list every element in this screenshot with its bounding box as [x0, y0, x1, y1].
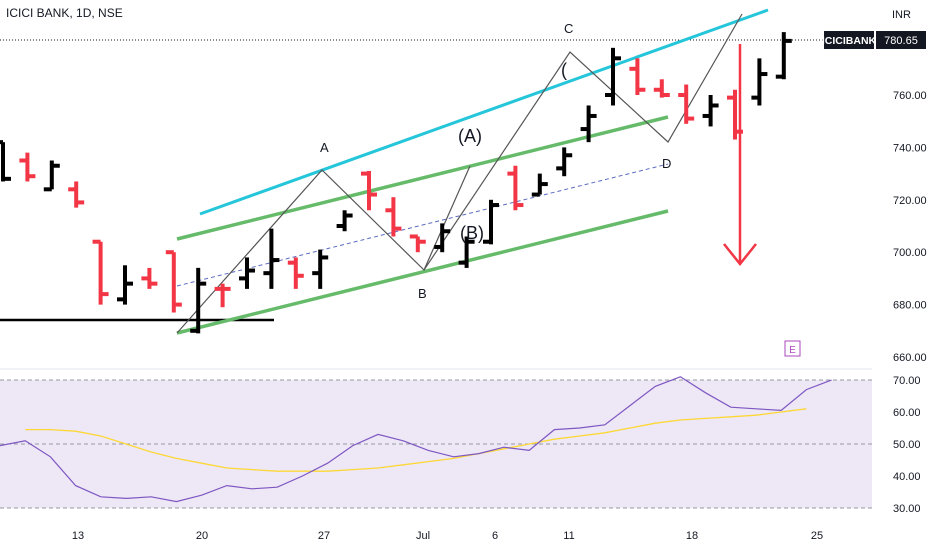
middle-channel-line: [176, 115, 669, 241]
rsi-tick: 70.00: [893, 375, 921, 387]
ohlc-bar: [287, 257, 304, 289]
ohlc-bar: [385, 197, 402, 237]
event-badge[interactable]: [784, 340, 801, 357]
ohlc-bar: [312, 249, 329, 289]
ohlc-bar: [92, 239, 109, 305]
rsi-tick: 40.00: [893, 471, 921, 483]
ohlc-bar: [361, 170, 377, 211]
ohlc-bar: [531, 173, 548, 197]
symbol-tag: [824, 31, 874, 49]
time-tick: 13: [72, 530, 84, 542]
ohlc-bar: [629, 58, 646, 95]
down-arrow-head-icon: [723, 243, 757, 267]
rsi-tick: 30.00: [893, 503, 921, 515]
last-price-tag: [876, 31, 926, 49]
price-tick: 680.00: [893, 300, 927, 312]
ohlc-bar: [702, 95, 719, 127]
ohlc-bar: [507, 165, 524, 211]
ohlc-bar: [190, 267, 207, 334]
wave-label-a: A: [320, 140, 329, 155]
currency-label: INR: [892, 9, 911, 21]
time-tick: 11: [563, 530, 574, 542]
ohlc-bar: [336, 210, 353, 232]
ohlc-bar: [239, 257, 255, 289]
wave-label-paren-a: (A): [458, 126, 482, 146]
price-tick: 760.00: [893, 90, 927, 102]
last-price-value: 780.65: [884, 35, 918, 47]
rsi-tick: 60.00: [893, 407, 921, 419]
ohlc-bar: [214, 283, 231, 308]
ohlc-bar: [605, 47, 621, 106]
ohlc-bar: [580, 105, 597, 143]
ohlc-bar: [556, 147, 573, 177]
wave-path: [176, 13, 743, 334]
wave-label-paren-c: (: [561, 60, 567, 80]
ohlc-bar: [68, 181, 85, 208]
upper-channel-line: [199, 8, 769, 216]
wave-label-c: C: [564, 21, 573, 36]
wave-label-b: B: [418, 286, 427, 301]
chart-title: ICICI BANK, 1D, NSE: [6, 6, 123, 20]
price-tick: 740.00: [893, 142, 927, 154]
ohlc-bar: [43, 160, 60, 192]
wave-label-paren-b: (B): [460, 223, 484, 243]
ohlc-bar: [751, 58, 768, 106]
lower-channel-line: [176, 209, 669, 335]
ohlc-bar: [117, 265, 133, 305]
time-tick: 25: [811, 530, 823, 542]
price-tick: 700.00: [893, 247, 927, 259]
ohlc-bar: [141, 267, 158, 289]
event-badge-label: E: [789, 345, 796, 356]
channel-median-line: [176, 163, 669, 287]
price-tick: 720.00: [893, 195, 927, 207]
ohlc-bar: [165, 250, 182, 313]
time-tick: 27: [318, 530, 330, 542]
ohlc-bar: [0, 140, 11, 182]
ohlc-bars: [0, 32, 792, 334]
rsi-tick: 50.00: [893, 439, 921, 451]
ohlc-bar: [483, 199, 499, 245]
time-tick: 6: [492, 530, 498, 542]
ohlc-bar: [653, 79, 670, 98]
time-tick: 18: [686, 530, 698, 542]
rsi-ma-line: [25, 408, 807, 472]
symbol-tag-label: ICICIBANK: [822, 35, 877, 47]
wave-label-d: D: [662, 156, 671, 171]
ohlc-bar: [434, 223, 451, 253]
time-tick: Jul: [416, 530, 430, 542]
ohlc-bar: [19, 152, 36, 182]
ohlc-bar: [458, 236, 475, 268]
wave-path-sub: [423, 165, 471, 271]
ohlc-bar: [263, 228, 280, 289]
ohlc-bar: [678, 84, 695, 124]
ohlc-bar: [409, 234, 426, 253]
rsi-line: [0, 376, 832, 503]
price-tick: 660.00: [893, 352, 927, 364]
ohlc-bar: [775, 32, 792, 80]
time-tick: 20: [196, 530, 208, 542]
